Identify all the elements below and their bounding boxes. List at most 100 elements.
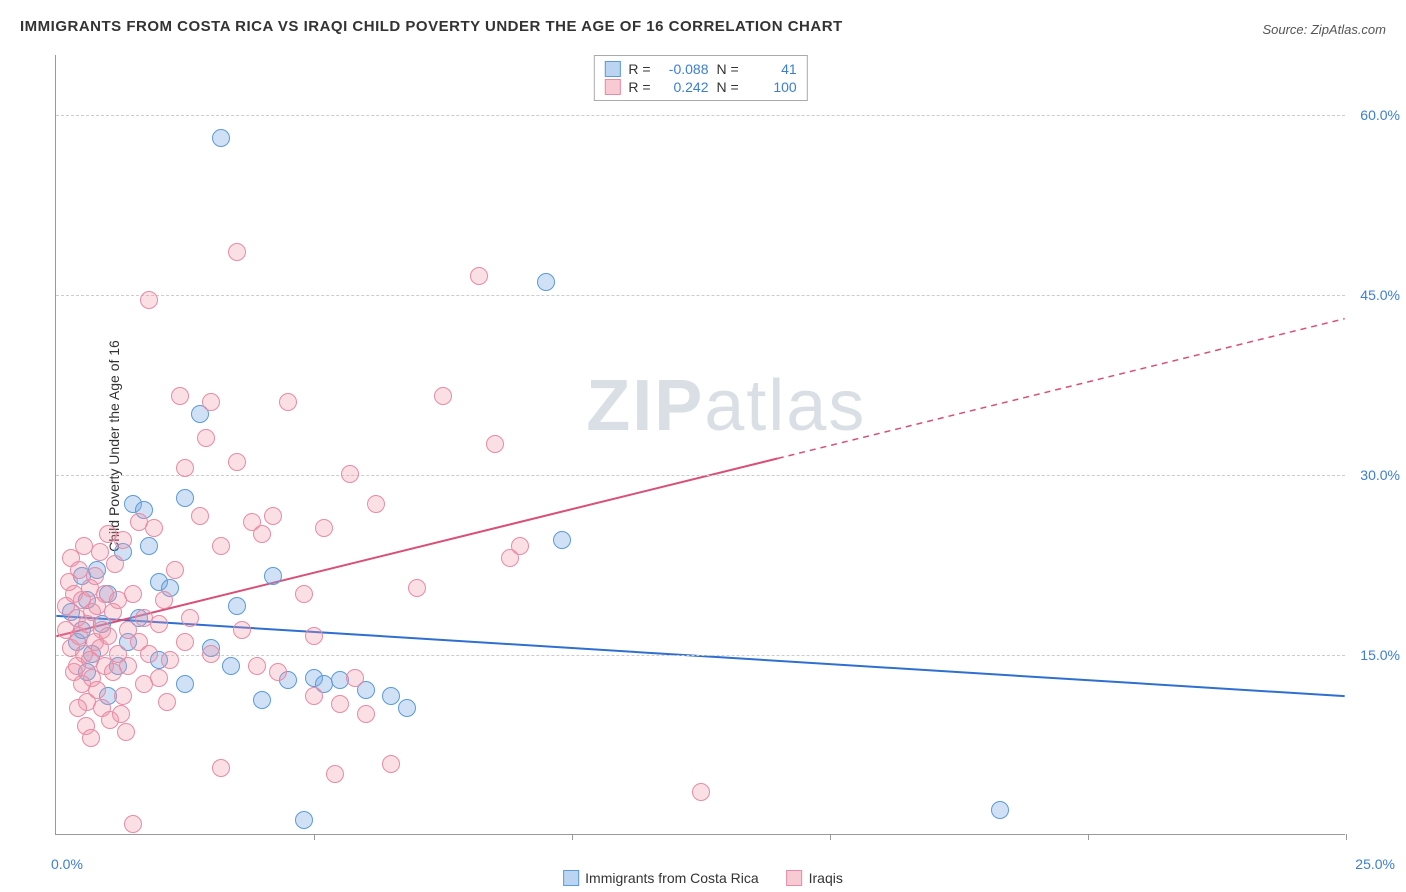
data-point	[69, 699, 87, 717]
data-point	[305, 627, 323, 645]
data-point	[176, 459, 194, 477]
data-point	[161, 651, 179, 669]
y-tick-label: 60.0%	[1360, 107, 1400, 123]
source-name: ZipAtlas.com	[1311, 22, 1386, 37]
data-point	[295, 811, 313, 829]
stat-n-value-1: 41	[747, 61, 797, 77]
gridline	[56, 295, 1345, 296]
data-point	[408, 579, 426, 597]
data-point	[470, 267, 488, 285]
chart-title: IMMIGRANTS FROM COSTA RICA VS IRAQI CHIL…	[20, 18, 843, 35]
data-point	[124, 585, 142, 603]
data-point	[158, 693, 176, 711]
data-point	[140, 291, 158, 309]
data-point	[382, 687, 400, 705]
data-point	[357, 705, 375, 723]
data-point	[692, 783, 710, 801]
bottom-legend: Immigrants from Costa Rica Iraqis	[563, 870, 843, 886]
data-point	[140, 645, 158, 663]
data-point	[91, 543, 109, 561]
data-point	[212, 537, 230, 555]
gridline	[56, 655, 1345, 656]
legend-item-series2: Iraqis	[787, 870, 843, 886]
data-point	[155, 591, 173, 609]
stats-row-series1: R = -0.088 N = 41	[604, 60, 796, 78]
data-point	[253, 525, 271, 543]
data-point	[112, 705, 130, 723]
data-point	[82, 729, 100, 747]
stats-row-series2: R = 0.242 N = 100	[604, 78, 796, 96]
data-point	[341, 465, 359, 483]
data-point	[248, 657, 266, 675]
data-point	[106, 555, 124, 573]
data-point	[511, 537, 529, 555]
data-point	[264, 567, 282, 585]
data-point	[117, 723, 135, 741]
data-point	[202, 393, 220, 411]
data-point	[315, 519, 333, 537]
data-point	[176, 675, 194, 693]
chart-container: IMMIGRANTS FROM COSTA RICA VS IRAQI CHIL…	[0, 0, 1406, 892]
data-point	[295, 585, 313, 603]
data-point	[99, 627, 117, 645]
swatch-pink-icon	[604, 79, 620, 95]
data-point	[202, 645, 220, 663]
x-tick	[830, 834, 831, 840]
data-point	[181, 609, 199, 627]
data-point	[150, 669, 168, 687]
x-tick	[1346, 834, 1347, 840]
y-tick-label: 15.0%	[1360, 647, 1400, 663]
data-point	[486, 435, 504, 453]
legend-label-2: Iraqis	[809, 870, 843, 886]
data-point	[197, 429, 215, 447]
plot-area: ZIPatlas R = -0.088 N = 41 R = 0.242 N =…	[55, 55, 1345, 835]
trend-line-solid	[56, 458, 777, 636]
stat-r-value-2: 0.242	[659, 79, 709, 95]
data-point	[991, 801, 1009, 819]
data-point	[222, 657, 240, 675]
data-point	[346, 669, 364, 687]
data-point	[228, 243, 246, 261]
stat-r-value-1: -0.088	[659, 61, 709, 77]
watermark: ZIPatlas	[586, 365, 866, 447]
stats-box: R = -0.088 N = 41 R = 0.242 N = 100	[593, 55, 807, 101]
source-prefix: Source:	[1262, 22, 1310, 37]
trend-lines-svg	[56, 55, 1345, 834]
y-tick-label: 45.0%	[1360, 287, 1400, 303]
stat-n-label: N =	[717, 61, 739, 77]
swatch-blue-icon	[604, 61, 620, 77]
data-point	[537, 273, 555, 291]
data-point	[86, 567, 104, 585]
data-point	[212, 759, 230, 777]
data-point	[367, 495, 385, 513]
data-point	[434, 387, 452, 405]
data-point	[171, 387, 189, 405]
data-point	[124, 815, 142, 833]
source-attribution: Source: ZipAtlas.com	[1262, 22, 1386, 37]
trend-line-dashed	[778, 319, 1345, 459]
data-point	[228, 597, 246, 615]
data-point	[279, 393, 297, 411]
data-point	[269, 663, 287, 681]
legend-label-1: Immigrants from Costa Rica	[585, 870, 758, 886]
data-point	[88, 681, 106, 699]
data-point	[264, 507, 282, 525]
data-point	[119, 657, 137, 675]
x-tick	[1088, 834, 1089, 840]
gridline	[56, 475, 1345, 476]
data-point	[305, 687, 323, 705]
stat-n-label: N =	[717, 79, 739, 95]
data-point	[145, 519, 163, 537]
swatch-pink-icon	[787, 870, 803, 886]
data-point	[553, 531, 571, 549]
stat-r-label: R =	[628, 79, 650, 95]
swatch-blue-icon	[563, 870, 579, 886]
data-point	[176, 489, 194, 507]
data-point	[382, 755, 400, 773]
data-point	[150, 615, 168, 633]
x-tick-label-max: 25.0%	[1355, 856, 1395, 872]
data-point	[176, 633, 194, 651]
data-point	[331, 695, 349, 713]
data-point	[191, 507, 209, 525]
watermark-light: atlas	[704, 366, 866, 446]
